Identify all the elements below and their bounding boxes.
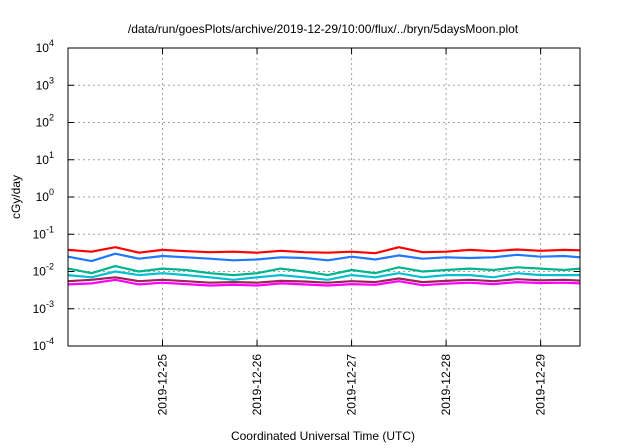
series-line-5 — [67, 276, 581, 284]
y-tick-label: 102 — [36, 113, 54, 130]
x-tick-label: 2019-12-28 — [439, 354, 453, 416]
series-line-3 — [67, 265, 581, 277]
y-tick-label: 10-4 — [33, 336, 54, 353]
x-tick-label: 2019-12-29 — [534, 354, 548, 416]
series-layer — [67, 246, 581, 287]
series-line-2 — [67, 252, 581, 263]
y-tick-label: 10-1 — [33, 224, 54, 241]
y-tick-label: 103 — [36, 75, 54, 92]
y-tick-layer: 10-4 10-3 10-2 10-1 100 101 102 103 104 — [33, 38, 580, 353]
chart-title: /data/run/goesPlots/archive/2019-12-29/1… — [128, 22, 519, 36]
y-tick-label: 10-2 — [33, 262, 54, 279]
y-tick-label: 100 — [36, 187, 54, 204]
x-tick-label: 2019-12-25 — [156, 354, 170, 416]
y-axis-label: cGy/day — [9, 175, 23, 219]
x-tick-layer: 2019-12-25 2019-12-26 2019-12-27 2019-12-28… — [156, 48, 548, 415]
series-line-4 — [67, 270, 580, 281]
x-tick-label: 2019-12-26 — [250, 354, 264, 416]
series-line-6 — [67, 278, 581, 287]
y-tick-label: 104 — [36, 38, 54, 55]
x-axis-label: Coordinated Universal Time (UTC) — [231, 429, 415, 443]
series-line-1 — [67, 246, 581, 255]
y-tick-label: 101 — [36, 150, 54, 167]
x-tick-label: 2019-12-27 — [345, 354, 359, 416]
y-tick-label: 10-3 — [33, 299, 54, 316]
grid-layer — [68, 48, 580, 346]
